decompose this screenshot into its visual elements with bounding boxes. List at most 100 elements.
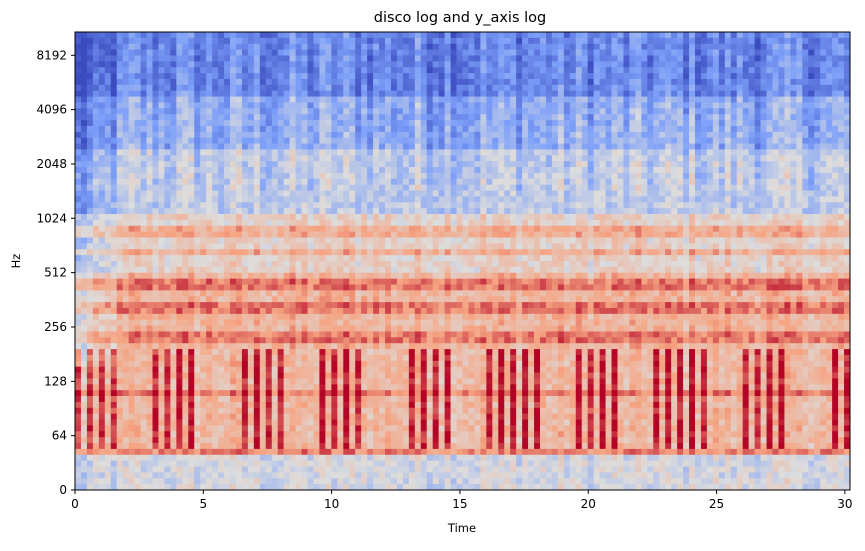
heatmap-cell bbox=[408, 61, 416, 68]
heatmap-cell bbox=[224, 237, 231, 244]
heatmap-cell bbox=[510, 55, 517, 62]
heatmap-cell bbox=[504, 102, 511, 109]
heatmap-cell bbox=[534, 131, 541, 139]
heatmap-cell bbox=[653, 43, 660, 50]
heatmap-cell bbox=[343, 67, 350, 74]
heatmap-cell bbox=[295, 149, 302, 156]
heatmap-cell bbox=[748, 196, 755, 203]
heatmap-cell bbox=[432, 167, 439, 174]
heatmap-cell bbox=[122, 149, 129, 156]
heatmap-cell bbox=[754, 43, 761, 50]
heatmap-cell bbox=[730, 167, 738, 174]
heatmap-cell bbox=[712, 73, 720, 80]
heatmap-cell bbox=[301, 237, 308, 244]
heatmap-cell bbox=[510, 125, 517, 133]
heatmap-cell bbox=[778, 108, 785, 115]
heatmap-cell bbox=[259, 208, 267, 215]
heatmap-cell bbox=[319, 43, 326, 50]
heatmap-cell bbox=[534, 196, 541, 203]
heatmap-cell bbox=[218, 120, 225, 127]
heatmap-cell bbox=[152, 178, 159, 186]
heatmap-cell bbox=[122, 102, 129, 109]
heatmap-cell bbox=[241, 78, 249, 86]
heatmap-cell bbox=[230, 67, 237, 74]
heatmap-cell bbox=[474, 249, 481, 256]
heatmap-cell bbox=[838, 78, 845, 86]
heatmap-cell bbox=[468, 43, 475, 50]
heatmap-cell bbox=[379, 184, 386, 191]
heatmap-cell bbox=[367, 155, 374, 162]
heatmap-cell bbox=[784, 172, 791, 180]
heatmap-cell bbox=[146, 184, 153, 191]
heatmap-cell bbox=[802, 214, 809, 221]
heatmap-cell bbox=[468, 108, 475, 115]
heatmap-cell bbox=[230, 255, 237, 262]
heatmap-cell bbox=[760, 214, 767, 221]
heatmap-cell bbox=[295, 167, 302, 174]
heatmap-cell bbox=[683, 96, 690, 103]
heatmap-cell bbox=[206, 167, 213, 174]
heatmap-cell bbox=[271, 219, 279, 227]
heatmap-cell bbox=[92, 37, 100, 45]
heatmap-cell bbox=[617, 219, 624, 227]
heatmap-cell bbox=[528, 196, 535, 203]
heatmap-cell bbox=[683, 178, 690, 186]
heatmap-cell bbox=[510, 49, 517, 56]
heatmap-cell bbox=[844, 67, 851, 74]
heatmap-cell bbox=[635, 78, 642, 86]
heatmap-cell bbox=[760, 196, 767, 203]
heatmap-cell bbox=[373, 155, 380, 162]
heatmap-cell bbox=[188, 125, 195, 133]
heatmap-cell bbox=[283, 67, 290, 74]
heatmap-cell bbox=[182, 43, 189, 50]
heatmap-cell bbox=[200, 167, 207, 174]
heatmap-cell bbox=[742, 219, 749, 227]
heatmap-cell bbox=[396, 37, 404, 45]
heatmap-cell bbox=[647, 190, 654, 197]
heatmap-cell bbox=[706, 131, 714, 139]
heatmap-cell bbox=[355, 73, 362, 80]
heatmap-cell bbox=[754, 73, 761, 80]
heatmap-cell bbox=[563, 125, 571, 133]
heatmap-cell bbox=[206, 237, 213, 244]
heatmap-cell bbox=[575, 49, 583, 56]
heatmap-cell bbox=[140, 114, 147, 121]
heatmap-cell bbox=[444, 43, 451, 50]
heatmap-cell bbox=[230, 43, 237, 50]
heatmap-cell bbox=[617, 114, 624, 121]
heatmap-cell bbox=[235, 78, 243, 86]
heatmap-cell bbox=[158, 225, 165, 232]
heatmap-cell bbox=[355, 243, 362, 250]
spectrogram-heatmap bbox=[75, 32, 851, 491]
heatmap-cell bbox=[307, 161, 314, 168]
heatmap-cell bbox=[456, 184, 463, 191]
heatmap-cell bbox=[742, 178, 749, 186]
heatmap-cell bbox=[390, 184, 398, 191]
heatmap-cell bbox=[301, 61, 308, 68]
heatmap-cell bbox=[271, 161, 279, 168]
heatmap-cell bbox=[706, 143, 714, 150]
heatmap-cell bbox=[736, 32, 744, 39]
heatmap-cell bbox=[283, 108, 290, 115]
heatmap-cell bbox=[432, 225, 439, 232]
heatmap-cell bbox=[700, 78, 708, 86]
heatmap-cell bbox=[379, 249, 386, 256]
heatmap-cell bbox=[641, 37, 648, 45]
heatmap-cell bbox=[259, 255, 267, 262]
heatmap-cell bbox=[361, 184, 368, 191]
heatmap-cell bbox=[742, 90, 749, 97]
heatmap-cell bbox=[712, 131, 720, 139]
heatmap-cell bbox=[480, 161, 487, 168]
heatmap-cell bbox=[325, 167, 332, 174]
heatmap-cell bbox=[796, 96, 803, 103]
heatmap-cell bbox=[134, 202, 141, 209]
heatmap-cell bbox=[724, 202, 732, 209]
heatmap-cell bbox=[724, 131, 732, 139]
heatmap-cell bbox=[802, 108, 809, 115]
heatmap-cell bbox=[241, 167, 249, 174]
heatmap-cell bbox=[581, 84, 589, 92]
heatmap-cell bbox=[164, 225, 171, 232]
heatmap-cell bbox=[134, 125, 141, 133]
heatmap-cell bbox=[486, 120, 493, 127]
heatmap-cell bbox=[736, 49, 744, 56]
